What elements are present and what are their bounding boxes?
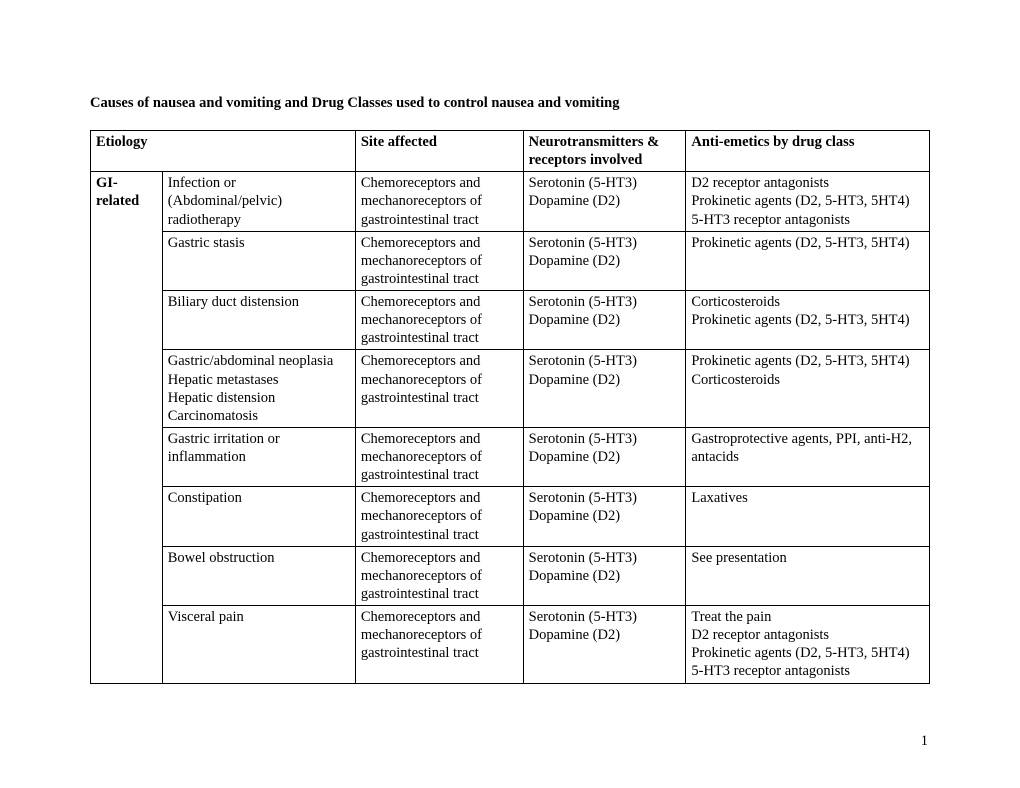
cell-sub: Gastric/abdominal neoplasiaHepatic metas… [162,350,355,428]
cell-site: Chemoreceptors and mechanoreceptors of g… [355,427,523,486]
header-site: Site affected [355,131,523,172]
cell-site: Chemoreceptors and mechanoreceptors of g… [355,546,523,605]
cell-drugs: Gastroprotective agents, PPI, anti-H2, a… [686,427,930,486]
cell-drugs: Prokinetic agents (D2, 5-HT3, 5HT4)Corti… [686,350,930,428]
cell-sub: Gastric stasis [162,231,355,290]
cell-neuro: Serotonin (5-HT3)Dopamine (D2) [523,606,686,684]
table-row: Gastric stasis Chemoreceptors and mechan… [91,231,930,290]
page-number: 1 [921,733,928,750]
cell-drugs: CorticosteroidsProkinetic agents (D2, 5-… [686,291,930,350]
cell-sub: Biliary duct distension [162,291,355,350]
cell-drugs: Treat the painD2 receptor antagonistsPro… [686,606,930,684]
header-etiology: Etiology [91,131,356,172]
cell-drugs: See presentation [686,546,930,605]
table-row: Constipation Chemoreceptors and mechanor… [91,487,930,546]
group-label: GI-related [91,172,163,683]
cell-site: Chemoreceptors and mechanoreceptors of g… [355,172,523,231]
cell-neuro: Serotonin (5-HT3)Dopamine (D2) [523,172,686,231]
table-row: GI-related Infection or(Abdominal/pelvic… [91,172,930,231]
document-page: Causes of nausea and vomiting and Drug C… [0,0,1020,724]
cell-neuro: Serotonin (5-HT3)Dopamine (D2) [523,487,686,546]
cell-neuro: Serotonin (5-HT3)Dopamine (D2) [523,291,686,350]
table-header-row: Etiology Site affected Neurotransmitters… [91,131,930,172]
cell-site: Chemoreceptors and mechanoreceptors of g… [355,291,523,350]
cell-drugs: Laxatives [686,487,930,546]
cell-neuro: Serotonin (5-HT3)Dopamine (D2) [523,231,686,290]
cell-sub: Bowel obstruction [162,546,355,605]
cell-drugs: Prokinetic agents (D2, 5-HT3, 5HT4) [686,231,930,290]
page-title: Causes of nausea and vomiting and Drug C… [90,95,930,112]
table-row: Visceral pain Chemoreceptors and mechano… [91,606,930,684]
cell-sub: Gastric irritation or inflammation [162,427,355,486]
cell-neuro: Serotonin (5-HT3)Dopamine (D2) [523,546,686,605]
cell-neuro: Serotonin (5-HT3)Dopamine (D2) [523,427,686,486]
cell-site: Chemoreceptors and mechanoreceptors of g… [355,487,523,546]
table-row: Gastric irritation or inflammation Chemo… [91,427,930,486]
header-neuro: Neurotransmitters & receptors involved [523,131,686,172]
cell-sub: Visceral pain [162,606,355,684]
cell-sub: Infection or(Abdominal/pelvic) radiother… [162,172,355,231]
table-row: Gastric/abdominal neoplasiaHepatic metas… [91,350,930,428]
cell-neuro: Serotonin (5-HT3)Dopamine (D2) [523,350,686,428]
cell-site: Chemoreceptors and mechanoreceptors of g… [355,350,523,428]
cell-drugs: D2 receptor antagonistsProkinetic agents… [686,172,930,231]
header-drugs: Anti-emetics by drug class [686,131,930,172]
cell-site: Chemoreceptors and mechanoreceptors of g… [355,231,523,290]
causes-table: Etiology Site affected Neurotransmitters… [90,130,930,684]
cell-site: Chemoreceptors and mechanoreceptors of g… [355,606,523,684]
table-row: Biliary duct distension Chemoreceptors a… [91,291,930,350]
table-row: Bowel obstruction Chemoreceptors and mec… [91,546,930,605]
cell-sub: Constipation [162,487,355,546]
